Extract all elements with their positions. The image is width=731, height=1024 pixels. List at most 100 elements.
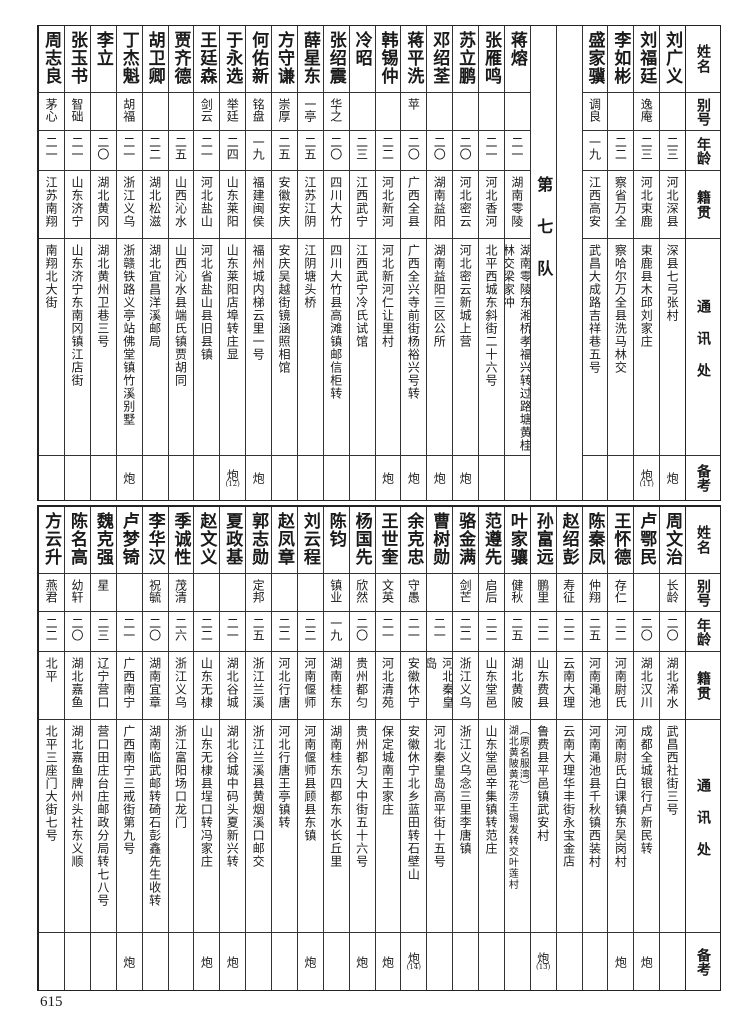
- entry-origin: 河北行唐: [272, 652, 297, 720]
- entry-address-text: 湖南零陵东湘桥孝福兴转过路塘黄桂林交梁家冲: [504, 244, 530, 452]
- entry-address-text: 鲁费县平邑镇武安村: [535, 725, 550, 842]
- note-number: (11): [639, 479, 654, 488]
- entry-name-text: 苏立鹏: [455, 31, 476, 85]
- entry-address: 安徽休宁北乡蓝田转石壁山: [401, 720, 427, 933]
- header-age: 年龄: [686, 131, 720, 171]
- entry-address-text: 深县七弓张村: [665, 244, 680, 322]
- entry-address-text: 贵州都匀大中街五十六号: [354, 725, 369, 868]
- entry-address: 广西全兴寺前街杨裕兴号转: [401, 239, 427, 456]
- roster-entry: 李华汉 祝毓 二〇 湖南宜章 湖南临武邮转碕石彭鑫先生收转: [141, 507, 168, 990]
- entry-note: [169, 456, 194, 500]
- entry-alias: [453, 93, 478, 131]
- header-column: 姓名 别号 年龄 籍贯 通讯处 备考: [685, 507, 720, 990]
- entry-origin-text: 湖北松滋: [147, 176, 162, 228]
- entry-note: [608, 456, 633, 500]
- entry-age-text: 二〇: [328, 136, 343, 160]
- entry-origin-text: 河北秦皇岛: [427, 657, 453, 709]
- entry-alias: 存仁: [608, 574, 634, 612]
- entry-address: 云南大理华丰街永宝金店: [556, 720, 582, 933]
- note-text: 炮: [121, 472, 136, 484]
- entry-alias: 仲翔: [582, 574, 608, 612]
- note-wrap: 炮: [405, 472, 422, 484]
- entry-name: 卢梦锜: [116, 507, 142, 574]
- entry-name-text: 何佑新: [248, 31, 269, 85]
- note-text: 炮: [121, 955, 136, 968]
- entry-alias: 智础: [65, 93, 90, 131]
- entry-alias: [427, 574, 453, 612]
- entry-alias: 镇业: [323, 574, 349, 612]
- entry-age-text: 二六: [173, 617, 188, 641]
- entry-alias-text: 星: [95, 579, 110, 591]
- roster-entry: 王怀德 存仁 二二 河南尉氏 河南尉氏白课镇东吴岗村炮: [607, 507, 634, 990]
- note-number: (13): [536, 963, 551, 971]
- entry-note: [557, 933, 582, 990]
- entry-note: [246, 933, 271, 990]
- entry-note: [453, 933, 478, 990]
- entry-origin-text: 江西高安: [587, 176, 602, 228]
- entry-name-text: 张玉书: [66, 31, 87, 85]
- entry-name-text: 李如彬: [610, 31, 631, 85]
- entry-origin-text: 云南大理: [561, 657, 576, 709]
- roster-entry: 余克忠 守愚 二一 安徽休宁 安徽休宁北乡蓝田转石壁山炮 (14): [400, 507, 427, 990]
- entry-origin: 湖北黄陂: [504, 652, 530, 720]
- roster-entry: 贾齐德 二五 山西沁水 山西沁水县端氏镇贾胡同: [167, 26, 194, 500]
- entry-alias: 一亭: [297, 93, 323, 131]
- entry-address: 山东堂邑辛集镇转范庄: [479, 720, 504, 933]
- entry-name: 杨国先: [349, 507, 375, 574]
- entry-address: 福州城内梯云里一号: [246, 239, 271, 456]
- entry-alias-text: 苹: [406, 98, 421, 110]
- entry-address-text: 束鹿县木邱刘家庄: [639, 244, 654, 348]
- entry-age-text: 二〇: [147, 617, 162, 641]
- roster-entry: 王世奎 文英 二一 河北清苑 保定城南王家庄炮: [374, 507, 401, 990]
- entry-address: 江西武宁冷氏试馆: [349, 239, 375, 456]
- entry-origin: 河北密云: [453, 171, 478, 239]
- entry-origin-text: 湖北黄冈: [95, 176, 110, 228]
- entry-name-text: 李立: [92, 31, 113, 67]
- note-wrap: 炮: [664, 472, 681, 484]
- entry-alias-text: 镇业: [328, 579, 343, 603]
- roster-entry: 盛家骥 调良 一九 江西高安 武昌大成路吉祥巷五号: [581, 26, 608, 500]
- entry-address: 湖北宜昌洋溪邮局: [142, 239, 168, 456]
- entry-origin: 贵州都匀: [349, 652, 375, 720]
- entry-address: 河北新河仁让里村: [375, 239, 401, 456]
- entry-origin: 浙江义乌: [116, 171, 142, 239]
- entry-address-text: 察哈尔万全县洗马林交: [613, 244, 628, 374]
- entry-address-text: 营口田庄台庄邮政分局转七八号: [95, 725, 110, 907]
- entry-address-text: 南翔北大街: [44, 244, 59, 309]
- entry-origin: 河南偃师: [297, 652, 323, 720]
- entry-age-text: 二一: [199, 136, 214, 160]
- entry-age-text: 二一: [121, 136, 136, 160]
- roster-entry: 张雁鸣 二一 河北香河 北平西城东斜街二十六号: [478, 26, 504, 500]
- entry-alias-text: 守愚: [406, 579, 421, 603]
- entry-origin: 河北盐山: [194, 171, 220, 239]
- entry-address-text: 山东堂邑辛集镇转范庄: [483, 725, 498, 855]
- roster-entry: 陈秦凤 仲翔 二五 河南渑池 河南渑池县千秋镇西装村: [581, 507, 608, 990]
- entry-name: 何佑新: [246, 26, 271, 93]
- entry-alias-text: 燕君: [44, 579, 59, 603]
- note-wrap: 炮: [121, 956, 138, 968]
- entry-age-text: 一九: [251, 136, 266, 160]
- header-origin-label: 籍贯: [695, 189, 711, 220]
- roster-entry: 丁杰魁 胡福 二一 浙江义乌 浙赣铁路义亭站佛堂镇竹溪别墅炮: [115, 26, 142, 500]
- header-age: 年龄: [686, 612, 720, 652]
- entry-name: 卢鄂民: [634, 507, 660, 574]
- roster-entry: 魏克强星二三 辽宁营口 营口田庄台庄邮政分局转七八号: [89, 507, 116, 990]
- header-name: 姓名: [686, 26, 720, 93]
- entry-alias: [116, 574, 142, 612]
- entry-name-text: 刘福廷: [636, 31, 657, 85]
- entry-age: 二五: [272, 131, 297, 171]
- entry-alias-text: 寿征: [561, 579, 576, 603]
- entry-age: 二〇: [401, 131, 427, 171]
- entry-name: 周志良: [39, 26, 64, 93]
- entry-name-text: 盛家骥: [584, 31, 605, 85]
- entry-age-text: 二一: [483, 136, 498, 160]
- roster-entry: 卢梦锜 二一 广西南宁 广西南宁三戒街第九号炮: [115, 507, 142, 990]
- entry-origin-text: 湖南益阳: [432, 176, 447, 228]
- entry-name: 叶家骧: [504, 507, 530, 574]
- entry-name: 方守谦: [272, 26, 297, 93]
- roster-entry: 方守谦 崇厚 二五 安徽安庆 安庆吴越街镜涵照相馆: [271, 26, 297, 500]
- entry-age-text: 二〇: [95, 136, 110, 160]
- entry-address-text: 山东无棣县埕口转冯家庄: [199, 725, 214, 868]
- entry-age-text: 二二: [535, 617, 550, 641]
- entry-alias: 幼轩: [65, 574, 90, 612]
